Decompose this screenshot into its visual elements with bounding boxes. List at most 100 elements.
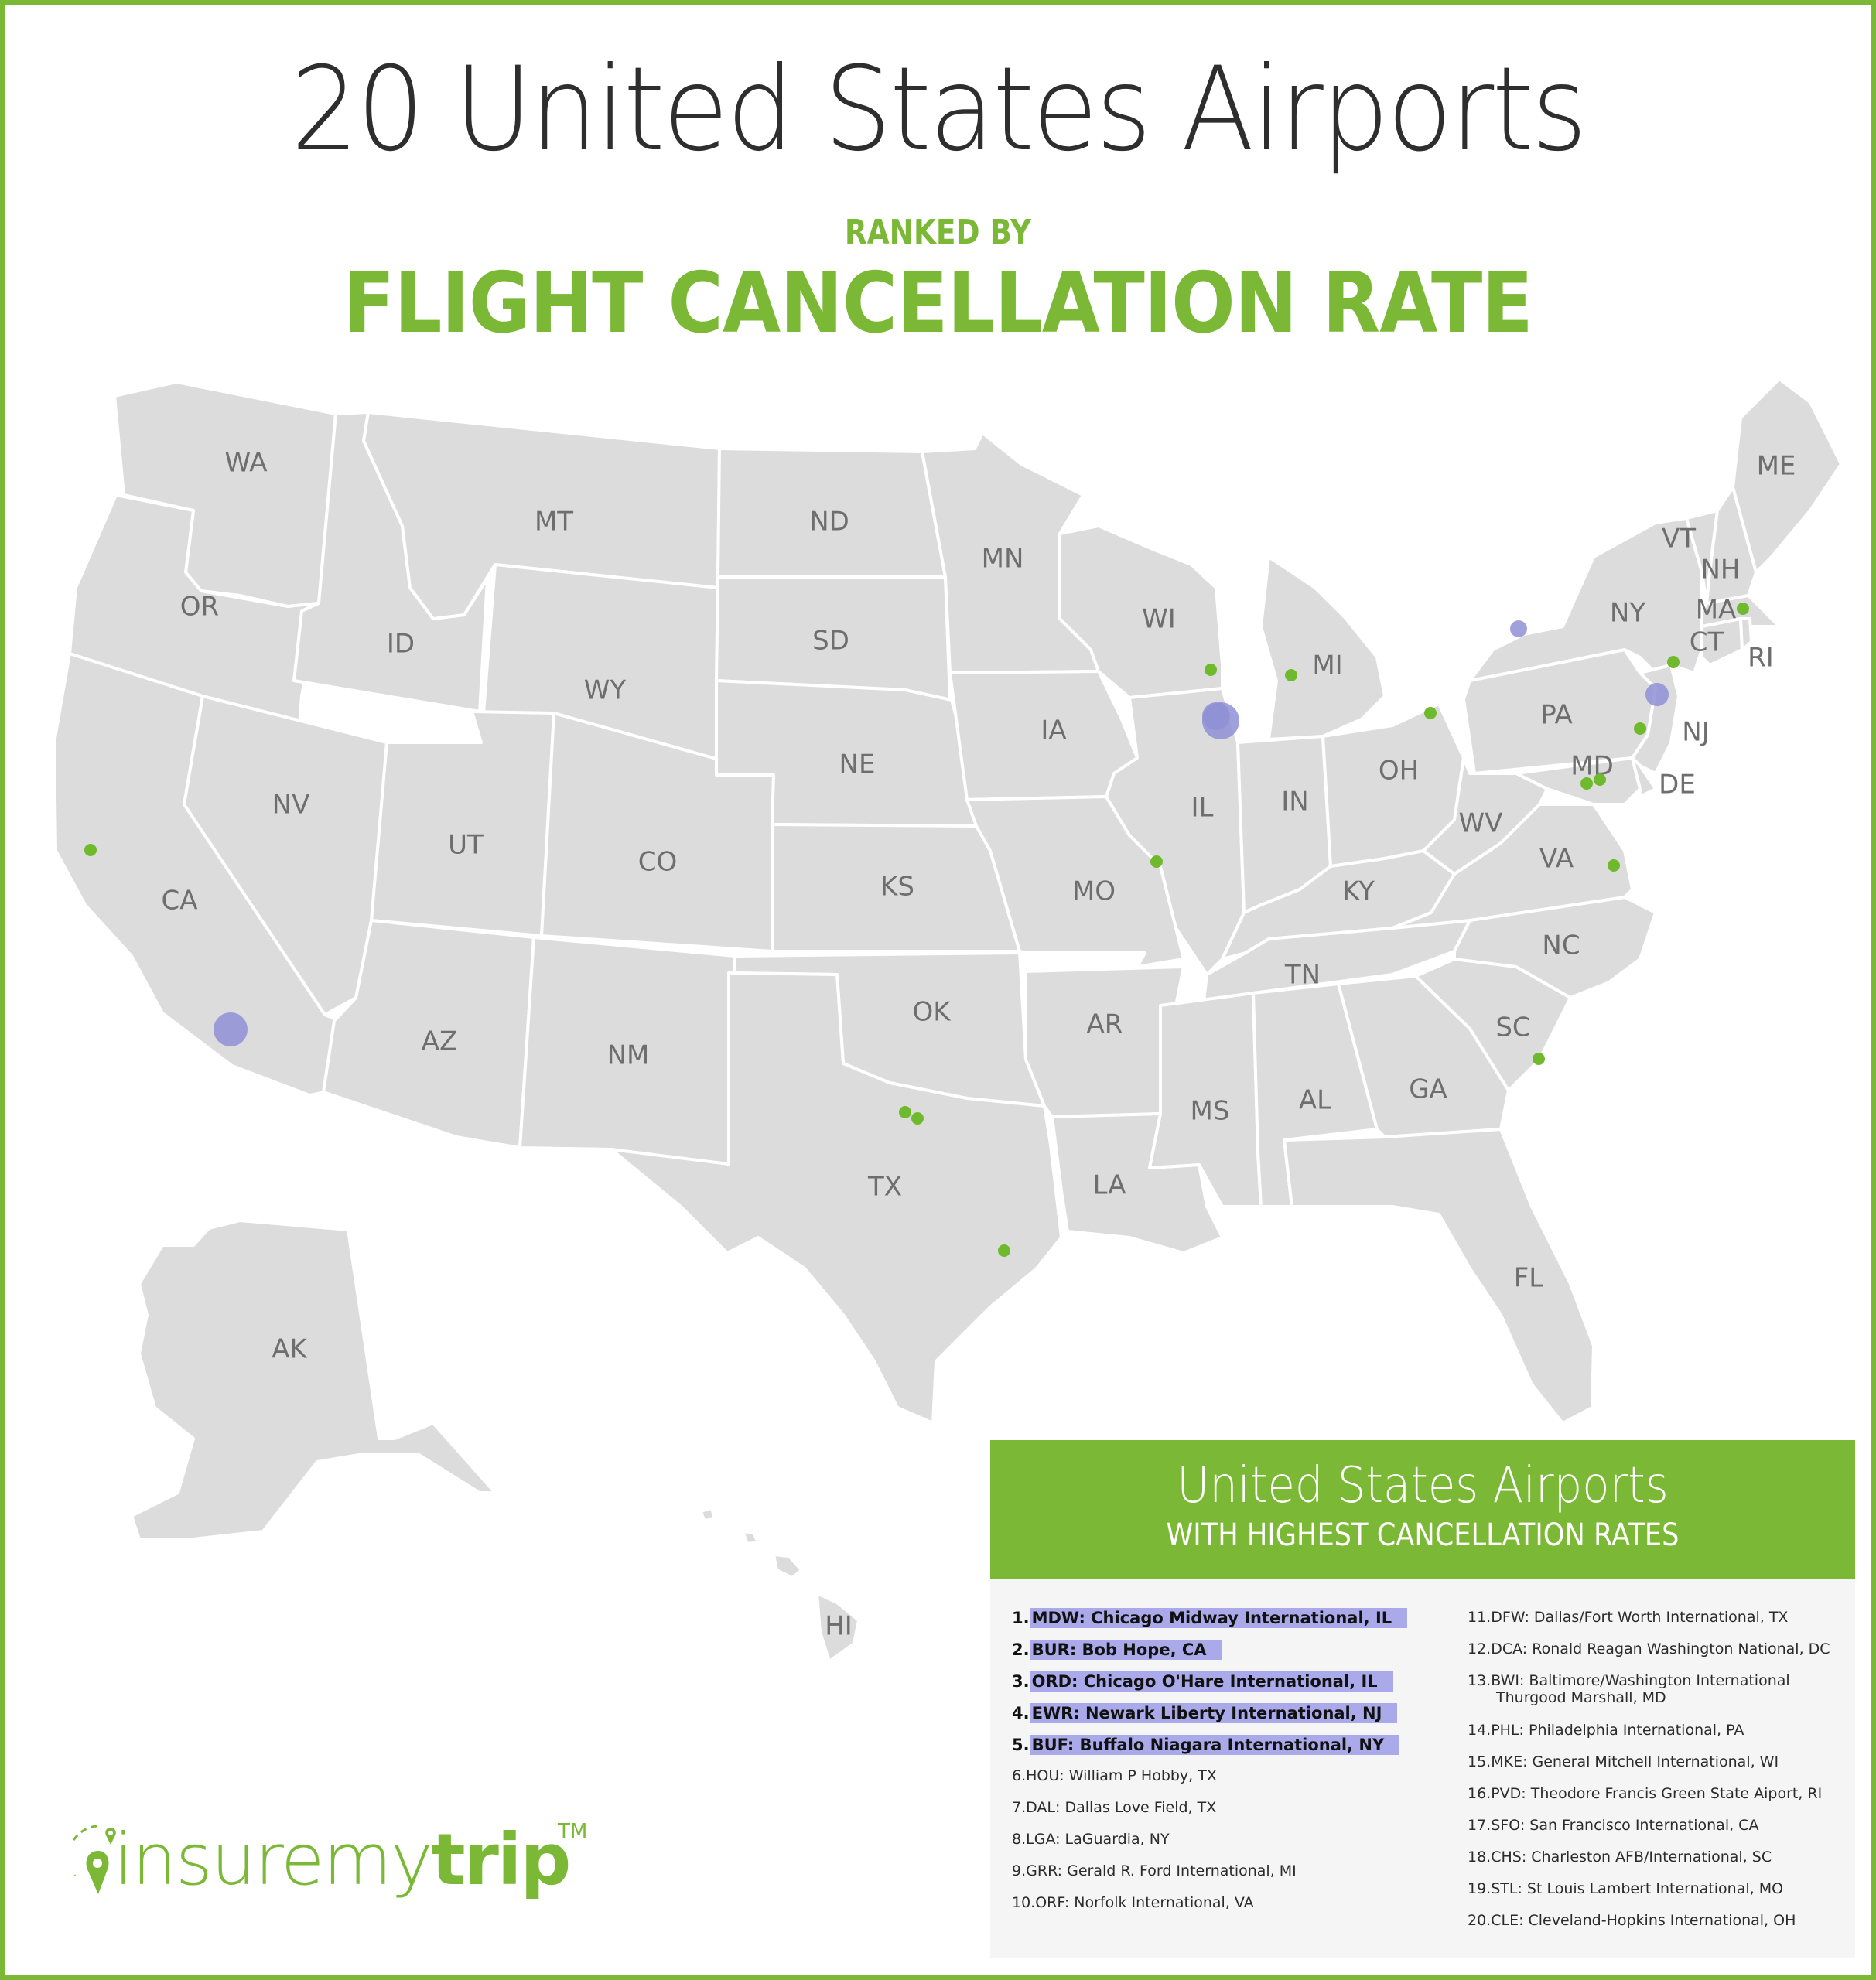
- state-de: [1631, 756, 1657, 798]
- legend-item-rank: 4.: [1012, 1704, 1030, 1722]
- legend-item-airport: STL: St Louis Lambert International, MO: [1491, 1880, 1784, 1897]
- state-label-mo: MO: [1072, 876, 1116, 907]
- legend-item-rank: 15.: [1468, 1753, 1492, 1770]
- map-pin-icon: [73, 1825, 116, 1894]
- legend-item-rank: 11.: [1468, 1609, 1492, 1626]
- state-label-vt: VT: [1662, 524, 1696, 555]
- airport-marker-phl: [1634, 722, 1646, 735]
- airport-marker-lga: [1667, 656, 1680, 668]
- state-label-nj: NJ: [1682, 717, 1709, 748]
- legend-item: 15. MKE: General Mitchell International,…: [1468, 1753, 1830, 1785]
- state-hi-maui: [772, 1553, 803, 1579]
- state-wv: [1422, 756, 1549, 876]
- insuremytrip-logo: insuremytrip TM: [73, 1814, 615, 1907]
- legend-item-rank: 14.: [1468, 1722, 1492, 1739]
- legend-item-rank: 2.: [1012, 1640, 1030, 1659]
- legend-item: 9. GRR: Gerald R. Ford International, MI: [1012, 1862, 1407, 1894]
- page-title: 20 United States Airports: [290, 43, 1587, 177]
- legend-item-rank: 18.: [1468, 1849, 1492, 1866]
- state-ut: [370, 710, 555, 937]
- state-label-ok: OK: [912, 997, 952, 1028]
- state-label-nv: NV: [272, 790, 310, 821]
- logo-text-bold: trip: [431, 1818, 572, 1901]
- legend-item-airport: MDW: Chicago Midway International, IL: [1029, 1608, 1408, 1628]
- state-ct: [1700, 617, 1744, 667]
- legend-item: 8. LGA: LaGuardia, NY: [1012, 1831, 1407, 1862]
- state-label-az: AZ: [422, 1026, 458, 1057]
- legend-item-rank: 13.: [1468, 1672, 1492, 1689]
- airport-marker-bwi: [1580, 777, 1593, 790]
- legend-title: United States Airports: [1177, 1457, 1669, 1514]
- legend-item-rank: 19.: [1468, 1880, 1492, 1897]
- airport-marker-stl: [1150, 855, 1163, 868]
- legend-item-rank: 9.: [1012, 1862, 1027, 1879]
- legend-item-airport: ORF: Norfolk International, VA: [1035, 1894, 1254, 1911]
- logo-text-light: insuremy: [114, 1818, 433, 1901]
- state-fl: [1283, 1128, 1595, 1425]
- logo-wordmark: insuremytrip: [114, 1818, 572, 1901]
- state-label-nh: NH: [1701, 555, 1741, 585]
- legend-item-airport: DAL: Dallas Love Field, TX: [1026, 1799, 1217, 1816]
- legend-item-rank: 17.: [1468, 1817, 1492, 1834]
- state-label-co: CO: [638, 847, 678, 878]
- legend-item-rank: 16.: [1468, 1785, 1492, 1802]
- airport-marker-dca: [1594, 773, 1606, 786]
- state-label-in: IN: [1281, 787, 1308, 818]
- legend-item-airport: DCA: Ronald Reagan Washington National, …: [1491, 1640, 1830, 1657]
- state-label-ia: IA: [1041, 715, 1066, 746]
- legend-item: 19. STL: St Louis Lambert International,…: [1468, 1880, 1830, 1912]
- legend-item: 20. CLE: Cleveland-Hopkins International…: [1468, 1912, 1830, 1944]
- state-me: [1731, 377, 1843, 574]
- state-label-or: OR: [180, 592, 219, 623]
- airport-marker-bur: [214, 1012, 248, 1046]
- airport-marker-mke: [1205, 664, 1217, 676]
- airport-marker-pvd: [1737, 603, 1749, 615]
- airport-marker-chs: [1533, 1053, 1545, 1065]
- legend-item: 12. DCA: Ronald Reagan Washington Nation…: [1468, 1640, 1830, 1672]
- state-label-ut: UT: [448, 830, 484, 861]
- legend-panel: United States Airports WITH HIGHEST CANC…: [990, 1440, 1855, 1958]
- legend-item: 13. BWI: Baltimore/Washington Internatio…: [1468, 1672, 1830, 1722]
- legend-item-airport: BUR: Bob Hope, CA: [1029, 1640, 1222, 1660]
- legend-item-rank: 6.: [1012, 1767, 1027, 1784]
- state-label-sc: SC: [1495, 1012, 1530, 1043]
- legend-item: 18. CHS: Charleston AFB/International, S…: [1468, 1849, 1830, 1880]
- state-label-oh: OH: [1379, 756, 1419, 787]
- legend-item: 3. ORD: Chicago O'Hare International, IL: [1012, 1671, 1407, 1704]
- state-label-tn: TN: [1284, 960, 1321, 991]
- legend-item-airport: GRR: Gerald R. Ford International, MI: [1026, 1862, 1297, 1879]
- airport-marker-sfo: [84, 844, 97, 856]
- legend-item-rank: 3.: [1012, 1672, 1030, 1691]
- legend-item-rank: 20.: [1468, 1912, 1492, 1929]
- state-label-ar: AR: [1087, 1009, 1123, 1040]
- state-label-md: MD: [1570, 751, 1614, 782]
- state-ri: [1739, 617, 1753, 651]
- legend-item-airport: BWI: Baltimore/Washington International: [1491, 1672, 1790, 1689]
- state-label-nd: ND: [809, 507, 849, 538]
- state-label-de: DE: [1659, 770, 1696, 801]
- state-label-id: ID: [387, 629, 415, 660]
- legend-item-airport: PVD: Theodore Francis Green State Aiport…: [1491, 1785, 1823, 1802]
- airport-marker-dal: [899, 1106, 911, 1118]
- state-label-sd: SD: [812, 626, 849, 657]
- state-label-mn: MN: [982, 544, 1024, 575]
- legend-item-airport: PHL: Philadelphia International, PA: [1491, 1722, 1744, 1739]
- state-label-ks: KS: [880, 872, 914, 903]
- legend-item-airport: ORD: Chicago O'Hare International, IL: [1029, 1671, 1393, 1692]
- legend-item-airport: MKE: General Mitchell International, WI: [1491, 1753, 1779, 1770]
- legend-item-airport-cont: Thurgood Marshall, MD: [1496, 1689, 1666, 1706]
- legend-item: 16. PVD: Theodore Francis Green State Ai…: [1468, 1785, 1830, 1817]
- state-label-ky: KY: [1342, 876, 1375, 907]
- state-label-wa: WA: [224, 448, 267, 479]
- airport-marker-ewr: [1645, 683, 1669, 706]
- airport-dots: [84, 603, 1749, 1257]
- airport-marker-mdw: [1202, 702, 1239, 739]
- state-label-ms: MS: [1191, 1096, 1230, 1127]
- airport-marker-hou: [998, 1244, 1010, 1257]
- state-label-va: VA: [1539, 844, 1574, 875]
- state-hi: [815, 1592, 860, 1663]
- state-wi: [1058, 524, 1224, 699]
- states: [53, 377, 1843, 1663]
